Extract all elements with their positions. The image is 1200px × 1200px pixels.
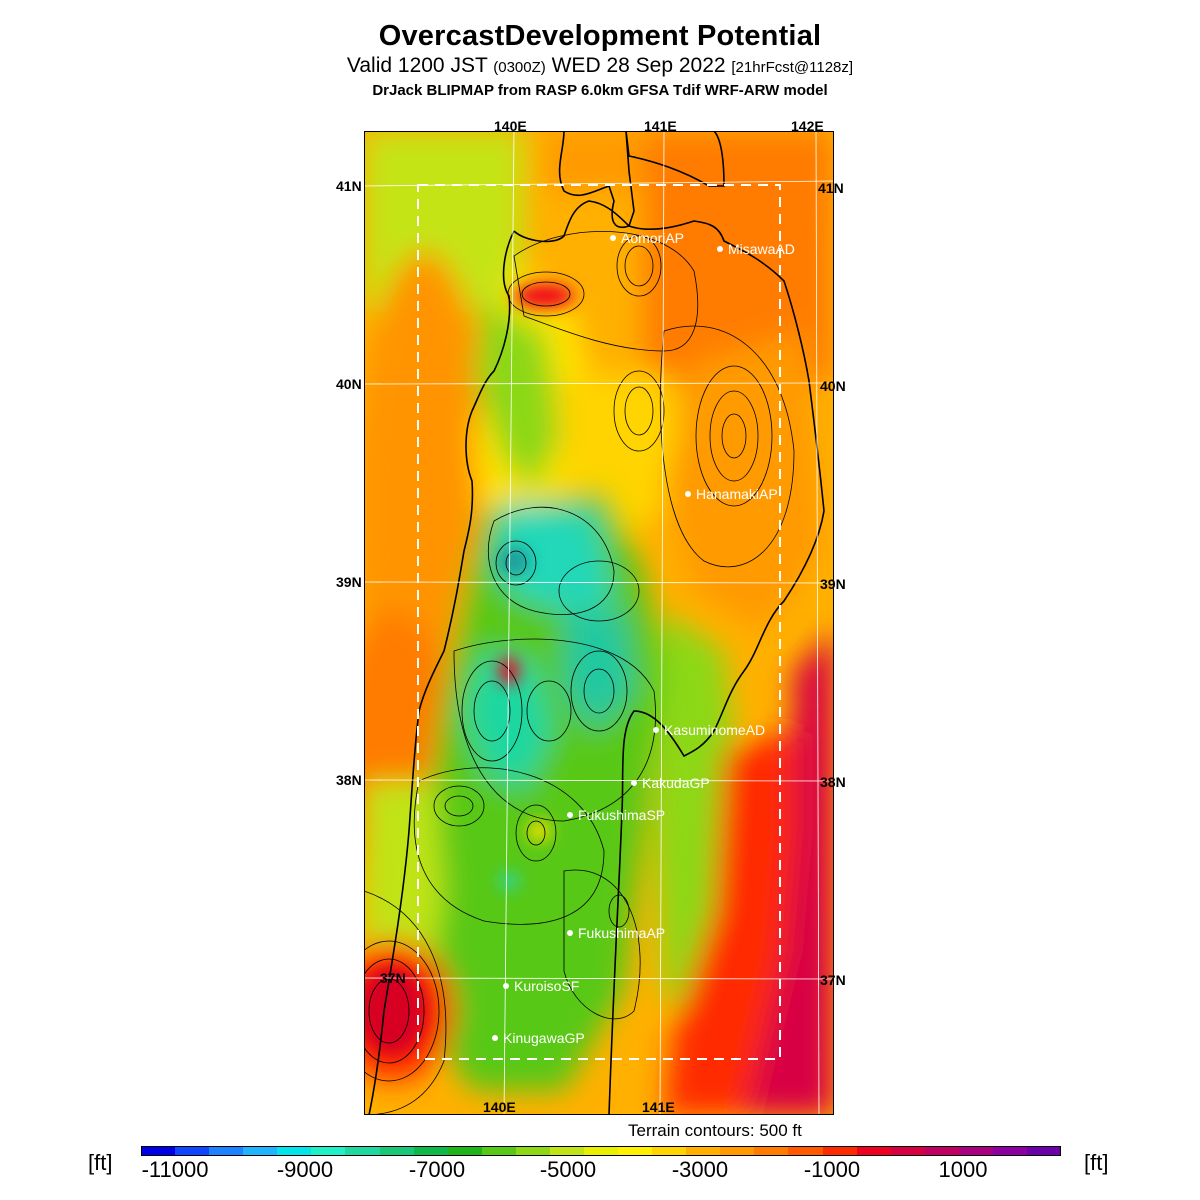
colorbar-swatch — [311, 1146, 346, 1156]
colorbar-swatch — [209, 1146, 244, 1156]
colorbar-tick-label: -11000 — [141, 1157, 209, 1182]
station-label: FukushimaAP — [578, 925, 665, 941]
unit-label-right: [ft] — [1084, 1150, 1109, 1175]
station-dot — [631, 780, 637, 786]
lon-label-top: 140E — [494, 118, 527, 134]
colorbar-swatch — [584, 1146, 619, 1156]
colorbar-swatch — [788, 1146, 823, 1156]
station-dot — [503, 983, 509, 989]
valid-date: WED 28 Sep 2022 — [545, 54, 732, 77]
station-label: KuroisoSF — [514, 978, 579, 994]
colorbar-tick-label: -1000 — [803, 1157, 861, 1182]
station-label: HanamakiAP — [696, 486, 778, 502]
lat-label-right: 39N — [820, 576, 846, 592]
colorbar-swatch — [447, 1146, 482, 1156]
colorbar-swatch — [992, 1146, 1028, 1156]
colorbar-swatch — [379, 1146, 414, 1156]
colorbar-swatch — [856, 1146, 891, 1156]
colorbar-swatch — [549, 1146, 585, 1156]
station-dot — [653, 727, 659, 733]
station-label: KakudaGP — [642, 775, 710, 791]
station-dot — [610, 235, 616, 241]
station-dot — [717, 246, 723, 252]
map-title: OvercastDevelopment Potential — [378, 20, 822, 52]
colorbar-swatch — [243, 1146, 278, 1156]
valid-time-line: Valid 1200 JST (0300Z) WED 28 Sep 2022 [… — [0, 54, 1200, 78]
lat-label-right: 38N — [820, 774, 846, 790]
colorbar-swatch — [515, 1146, 550, 1156]
colorbar-tick-label: -5000 — [539, 1157, 597, 1182]
station-label: AomoriAP — [621, 230, 684, 246]
lat-label-left: 41N — [336, 178, 362, 194]
forecast-info: [21hrFcst@1128z] — [731, 59, 854, 76]
station-label: KinugawaGP — [503, 1030, 585, 1046]
station-label: KasuminomeAD — [664, 722, 765, 738]
colorbar-swatch — [652, 1146, 687, 1156]
lat-label-left: 39N — [336, 574, 362, 590]
station-dot — [567, 812, 573, 818]
station-dot — [492, 1035, 498, 1041]
colorbar-swatch — [618, 1146, 653, 1156]
model-description: DrJack BLIPMAP from RASP 6.0km GFSA Tdif… — [372, 82, 828, 99]
colorbar-swatch — [481, 1146, 516, 1156]
colorbar-swatch — [822, 1146, 857, 1156]
lon-label-bottom: 141E — [642, 1099, 675, 1115]
colorbar-swatch — [924, 1146, 959, 1156]
colorbar-swatch — [890, 1146, 925, 1156]
lon-label-bottom: 140E — [483, 1099, 516, 1115]
terrain-contour-note: Terrain contours: 500 ft — [628, 1121, 802, 1140]
colorbar-swatch — [345, 1146, 380, 1156]
utc-time: (0300Z) — [493, 59, 546, 76]
terrain-contours — [364, 230, 795, 1115]
lat-label-left: 37N — [380, 970, 406, 986]
colorbar-swatch — [754, 1146, 789, 1156]
station-labels: AomoriAP MisawaAD HanamakiAP KasuminomeA… — [503, 230, 795, 1046]
colorbar-swatch — [686, 1146, 721, 1156]
domain-boundary — [417, 184, 781, 1060]
station-label: MisawaAD — [728, 241, 795, 257]
station-dot — [567, 930, 573, 936]
lat-label-left: 40N — [336, 376, 362, 392]
colorbar-swatch — [958, 1146, 993, 1156]
colorbar-tick-label: -7000 — [408, 1157, 466, 1182]
lat-label-right: 41N — [818, 180, 844, 196]
lat-label-right: 40N — [820, 378, 846, 394]
forecast-map: AomoriAP MisawaAD HanamakiAP KasuminomeA… — [364, 131, 834, 1115]
lat-label-left: 38N — [336, 772, 362, 788]
colorbar-swatch — [175, 1146, 210, 1156]
lon-label-top: 141E — [644, 118, 677, 134]
colorbar-tick-label: -3000 — [671, 1157, 729, 1182]
station-dot — [685, 491, 691, 497]
valid-time: Valid 1200 JST — [346, 54, 494, 77]
unit-label-left: [ft] — [88, 1150, 113, 1175]
lat-lon-grid — [364, 131, 834, 1115]
lon-label-top: 142E — [791, 118, 824, 134]
colorbar-swatch — [720, 1146, 755, 1156]
colorbar-swatch — [1027, 1146, 1062, 1156]
colorbar-tick-label: -9000 — [276, 1157, 334, 1182]
colorbar-swatch — [413, 1146, 448, 1156]
station-markers — [492, 235, 723, 1041]
colorbar — [141, 1146, 1062, 1156]
station-label: FukushimaSP — [578, 807, 665, 823]
map-frame — [364, 131, 834, 1115]
lat-label-right: 37N — [820, 972, 846, 988]
colorbar-swatch — [277, 1146, 312, 1156]
overcast-field — [364, 131, 834, 1115]
colorbar-tick-label: 1000 — [938, 1157, 988, 1182]
colorbar-swatch — [141, 1146, 176, 1156]
